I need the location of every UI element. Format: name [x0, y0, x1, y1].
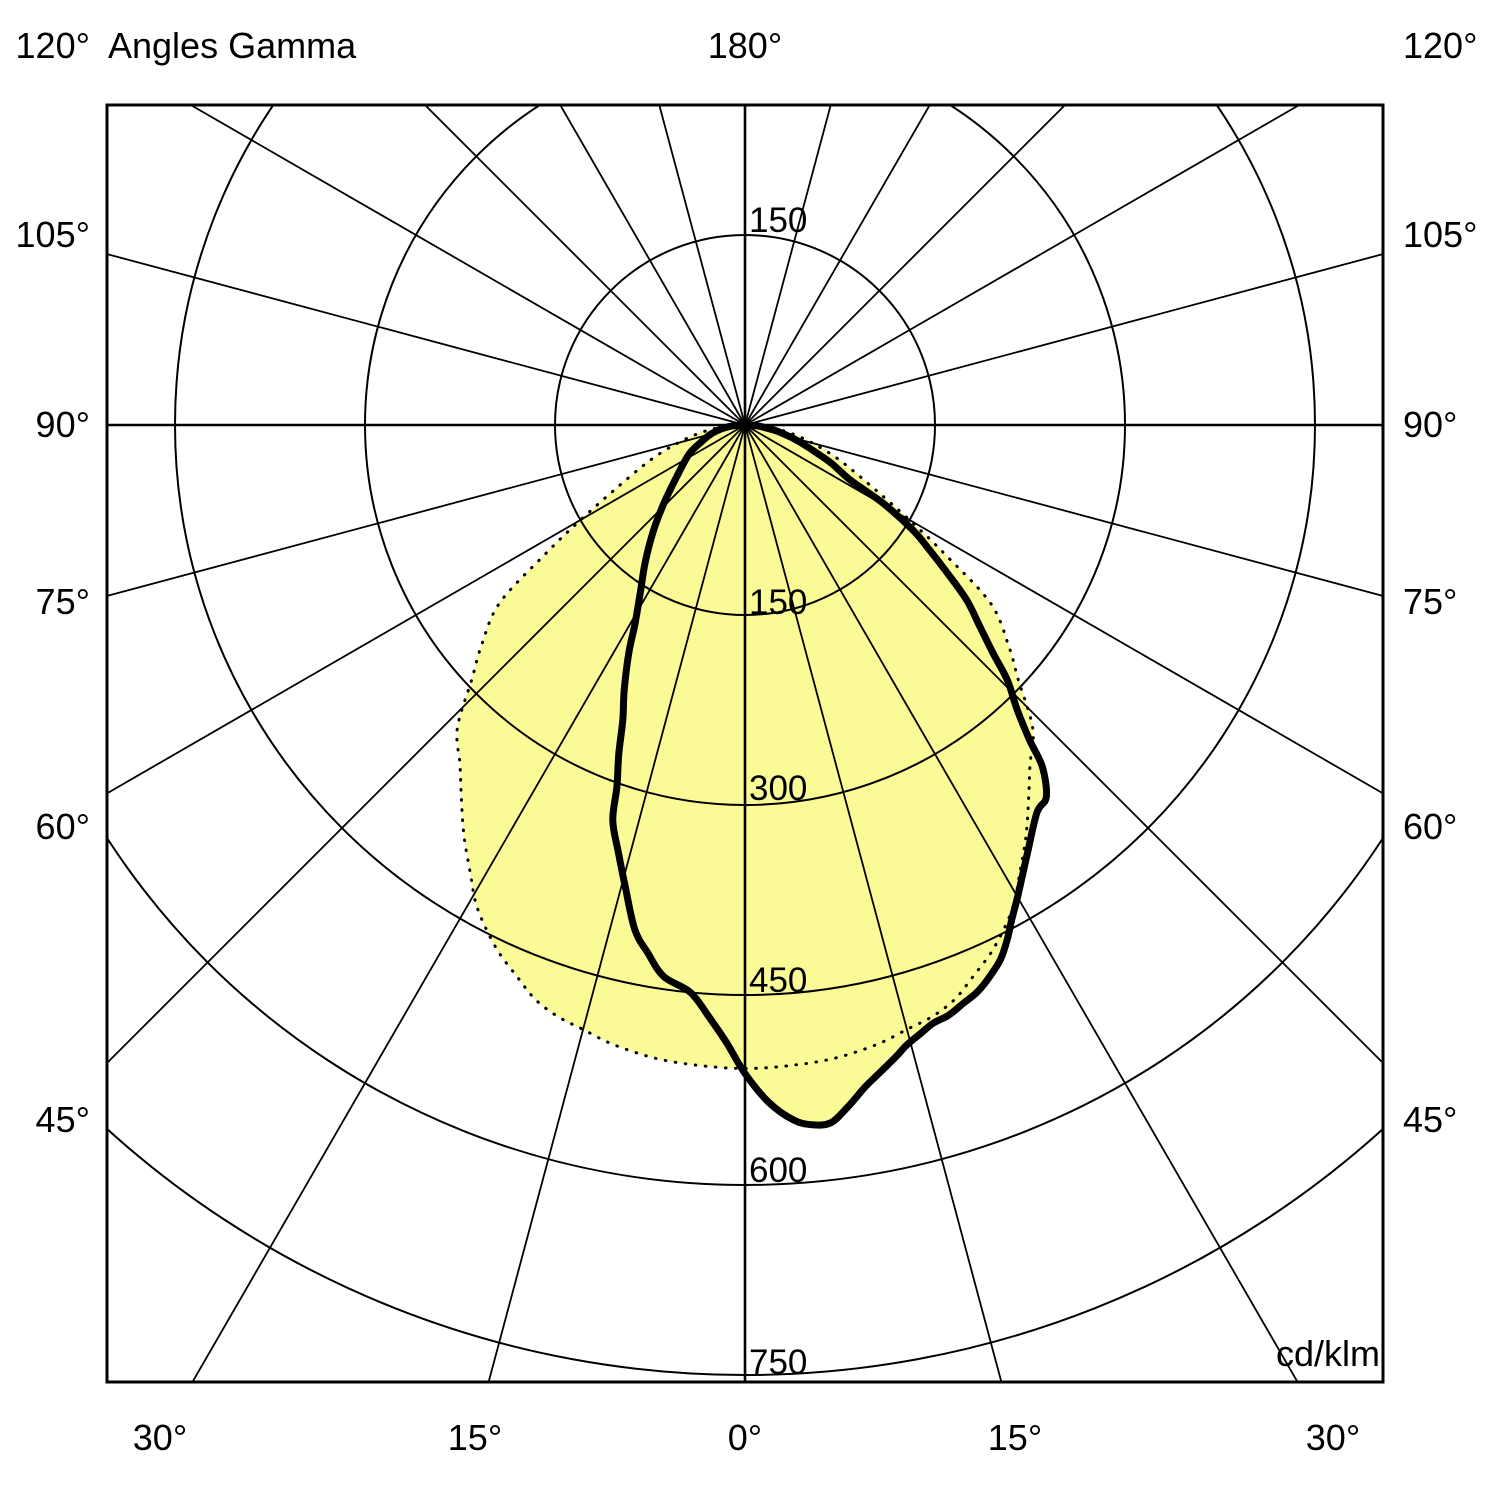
gamma-angle-label-left-90: 90° [35, 404, 90, 445]
gamma-angle-label-right-75: 75° [1403, 581, 1458, 622]
gamma-angle-label-left-75: 75° [35, 581, 90, 622]
ring-value-label-450: 450 [749, 961, 808, 1000]
chart-title: Angles Gamma [108, 25, 357, 66]
ring-value-label-300: 300 [749, 769, 808, 808]
gamma-angle-label-left-120: 120° [15, 25, 90, 66]
ring-value-label-150-upper: 150 [749, 201, 808, 240]
gamma-angle-label-bottom-15-right: 15° [987, 1417, 1043, 1458]
gamma-angle-label-left-105: 105° [15, 214, 90, 255]
gamma-angle-label-bottom-30-right: 30° [1305, 1417, 1361, 1458]
gamma-angle-label-left-60: 60° [35, 806, 90, 847]
gamma-angle-label-top-180: 180° [707, 25, 783, 66]
unit-label: cd/klm [1275, 1333, 1380, 1374]
gamma-angle-label-left-45: 45° [35, 1099, 90, 1140]
gamma-angle-label-bottom-30-left: 30° [132, 1417, 188, 1458]
gamma-angle-label-right-90: 90° [1403, 404, 1458, 445]
gamma-angle-label-right-60: 60° [1403, 806, 1458, 847]
gamma-angle-label-bottom-15-left: 15° [447, 1417, 503, 1458]
gamma-angle-label-bottom-0: 0° [727, 1417, 763, 1458]
gamma-angle-label-right-45: 45° [1403, 1099, 1458, 1140]
ring-value-label-600: 600 [749, 1151, 808, 1190]
gamma-angle-label-right-120: 120° [1403, 25, 1478, 66]
gamma-angle-label-right-105: 105° [1403, 214, 1478, 255]
ring-value-label-150: 150 [749, 583, 808, 622]
ring-value-label-750: 750 [749, 1343, 808, 1382]
